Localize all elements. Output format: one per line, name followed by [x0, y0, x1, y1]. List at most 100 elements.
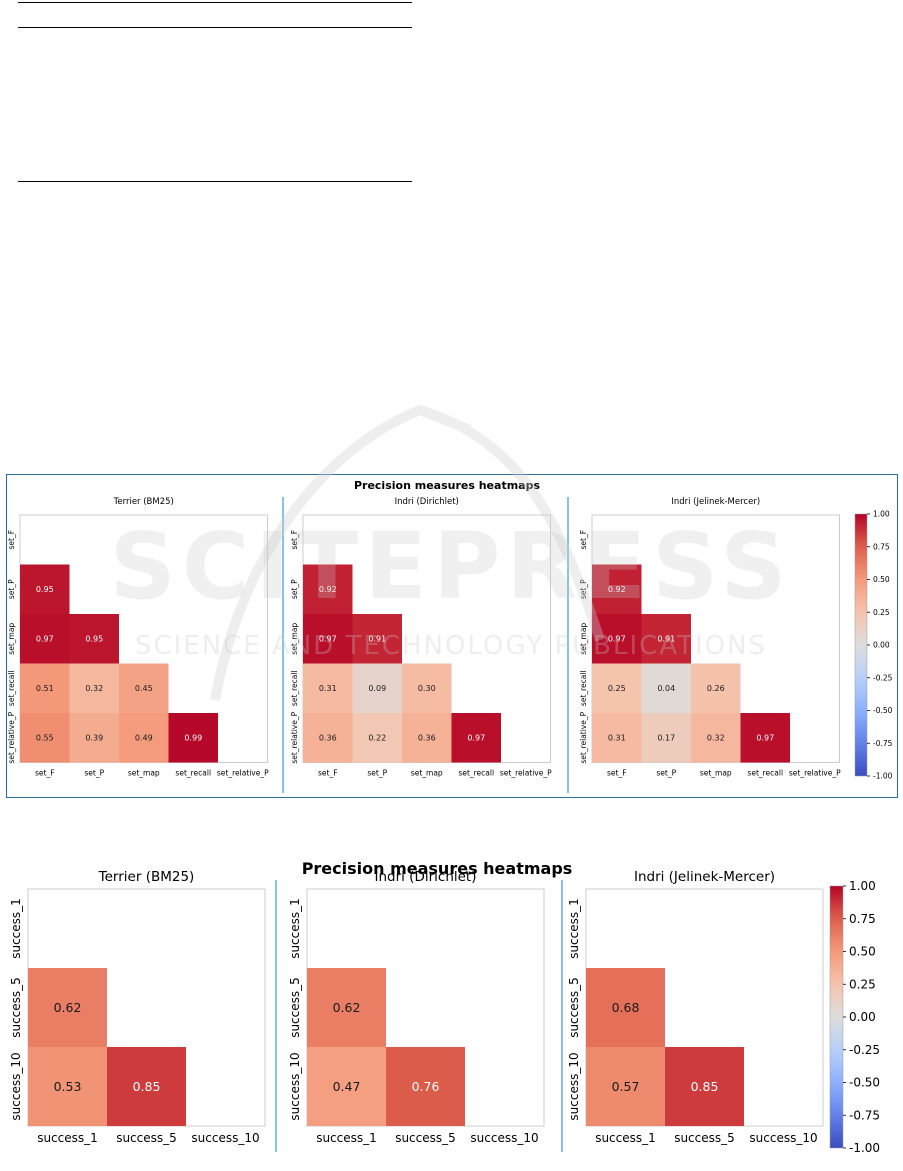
cell-value-label: 0.47 — [333, 1079, 361, 1094]
panel-title: Indri (Dirichlet) — [395, 497, 459, 507]
cell-value-label: 0.85 — [691, 1079, 719, 1094]
x-tick-label: set_map — [411, 769, 443, 778]
y-tick-label: set_P — [7, 579, 16, 599]
cell-value-label: 0.49 — [135, 734, 153, 743]
heatmap-cell — [119, 713, 169, 763]
cell-value-label: 0.39 — [85, 734, 103, 743]
x-tick-label: set_P — [656, 769, 676, 778]
x-tick-label: set_F — [318, 769, 338, 778]
cell-value-label: 0.31 — [608, 734, 626, 743]
x-tick-label: success_5 — [395, 1131, 456, 1145]
cell-value-label: 0.17 — [657, 734, 675, 743]
heatmap-cell — [740, 713, 790, 763]
heatmap-cell — [303, 614, 353, 664]
cell-value-label: 0.62 — [333, 1000, 361, 1015]
heatmap-cell — [592, 663, 642, 713]
heatmap-cell — [586, 968, 665, 1047]
y-tick-label: success_10 — [288, 1052, 302, 1120]
cell-value-label: 0.53 — [54, 1079, 82, 1094]
heatmap-cell — [352, 614, 402, 664]
heatmap-cell — [107, 1047, 186, 1126]
heatmap-panel: Terrier (BM25) 0.95 0.97 0.95 0.51 0.32 0.45 0.… — [7, 497, 269, 778]
cell-value-label: 0.95 — [85, 635, 103, 644]
cell-value-label: 0.04 — [657, 684, 675, 693]
heatmap-cell — [592, 564, 642, 614]
heatmap-panel: Indri (Jelinek-Mercer) 0.92 0.97 0.91 0.25 0.… — [579, 497, 841, 778]
heatmap-cell — [303, 564, 353, 614]
figure-set-measures: Precision measures heatmaps Terrier (BM25… — [6, 474, 898, 798]
x-tick-label: success_1 — [316, 1131, 377, 1145]
top-rule-1 — [18, 2, 412, 3]
heatmap-cell — [402, 713, 452, 763]
colorbar-tick-label: 0.75 — [873, 542, 890, 551]
figure-title: Precision measures heatmaps — [302, 859, 573, 878]
heatmap-cell — [641, 614, 691, 664]
heatmap-panel: Indri (Dirichlet)0.620.47 0.76success_1su… — [288, 869, 545, 1145]
colorbar-tick-label: 0.50 — [849, 945, 876, 959]
colorbar-tick-label: 1.00 — [849, 879, 876, 893]
y-tick-label: set_P — [290, 579, 299, 599]
panel-title: Indri (Dirichlet) — [374, 869, 476, 885]
cell-value-label: 0.22 — [368, 734, 386, 743]
heatmap-cell — [28, 968, 107, 1047]
cell-value-label: 0.95 — [36, 585, 54, 594]
heatmap-cell — [168, 713, 218, 763]
x-tick-label: set_F — [607, 769, 627, 778]
panel-title: Indri (Jelinek-Mercer) — [634, 869, 775, 885]
x-tick-label: set_recall — [175, 769, 211, 778]
x-tick-label: set_map — [700, 769, 732, 778]
cell-value-label: 0.97 — [608, 635, 626, 644]
heatmap-cell — [451, 713, 501, 763]
cell-value-label: 0.99 — [184, 734, 202, 743]
heatmap-cell — [119, 663, 169, 713]
heatmap-cell — [592, 614, 642, 664]
heatmap-panel: Indri (Jelinek-Mercer) 0.68 0.57 0.85 succes… — [567, 869, 824, 1145]
y-tick-label: set_relative_P — [579, 711, 588, 763]
cell-value-label: 0.68 — [612, 1000, 640, 1015]
cell-value-label: 0.55 — [36, 734, 54, 743]
cell-value-label: 0.97 — [756, 734, 774, 743]
cell-value-label: 0.97 — [467, 734, 485, 743]
y-tick-label: success_5 — [567, 977, 581, 1038]
heatmap-cell — [69, 713, 119, 763]
cell-value-label: 0.97 — [319, 635, 337, 644]
colorbar-tick-label: 0.50 — [873, 575, 890, 584]
colorbar-tick-label: -0.75 — [849, 1108, 880, 1122]
heatmap-cell — [641, 663, 691, 713]
colorbar-tick-label: 1.00 — [873, 510, 890, 519]
cell-value-label: 0.92 — [608, 585, 626, 594]
colorbar-tick-label: -0.25 — [849, 1043, 880, 1057]
panel-title: Terrier (BM25) — [113, 497, 174, 507]
heatmap-cell — [20, 713, 70, 763]
y-tick-label: success_1 — [567, 898, 581, 959]
colorbar-tick-label: 0.25 — [873, 608, 890, 617]
heatmap-cell — [307, 968, 386, 1047]
cell-value-label: 0.76 — [412, 1079, 440, 1094]
x-tick-label: set_relative_P — [789, 769, 841, 778]
y-tick-label: success_1 — [288, 898, 302, 959]
cell-value-label: 0.45 — [135, 684, 153, 693]
x-tick-label: set_P — [84, 769, 104, 778]
x-tick-label: success_1 — [37, 1131, 98, 1145]
heatmap-cell — [592, 713, 642, 763]
heatmap-cell — [352, 713, 402, 763]
heatmap-cell — [20, 663, 70, 713]
y-tick-label: set_F — [7, 530, 16, 550]
cell-value-label: 0.25 — [608, 684, 626, 693]
y-tick-label: set_recall — [579, 670, 588, 706]
cell-value-label: 0.26 — [707, 684, 725, 693]
colorbar — [854, 513, 868, 777]
y-tick-label: set_map — [290, 623, 299, 655]
y-tick-label: success_5 — [288, 977, 302, 1038]
y-tick-label: set_relative_P — [7, 711, 16, 763]
y-tick-label: set_map — [7, 623, 16, 655]
colorbar-tick-label: -1.00 — [849, 1141, 880, 1155]
x-tick-label: set_P — [367, 769, 387, 778]
x-tick-label: set_relative_P — [500, 769, 552, 778]
cell-value-label: 0.62 — [54, 1000, 82, 1015]
cell-value-label: 0.91 — [657, 635, 675, 644]
y-tick-label: success_10 — [567, 1052, 581, 1120]
heatmap-panel: Terrier (BM25)0.620.53 0.85success_1succe… — [9, 869, 266, 1145]
y-tick-label: set_recall — [290, 670, 299, 706]
x-tick-label: success_10 — [191, 1131, 259, 1145]
